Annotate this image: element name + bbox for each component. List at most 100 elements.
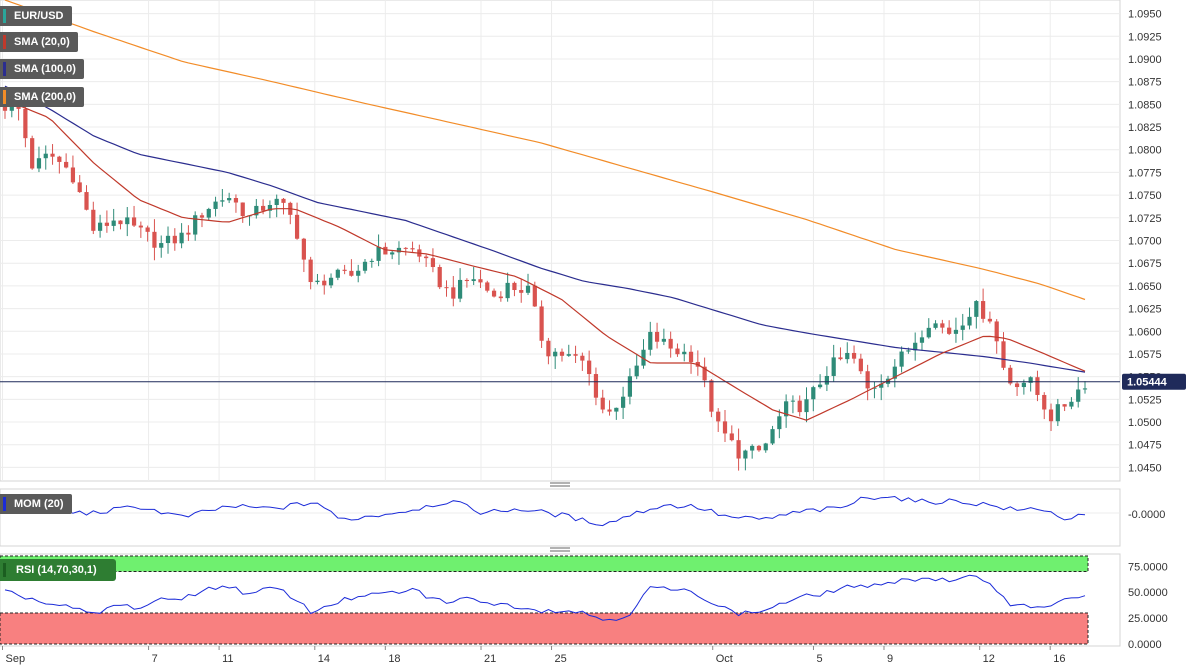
candle-body — [43, 153, 48, 159]
candle-body — [84, 192, 89, 210]
candle-body — [199, 215, 205, 218]
candle-body — [349, 270, 354, 276]
candle-body — [125, 217, 130, 225]
candle-body — [750, 445, 755, 451]
rsi-y-tick: 0.0000 — [1128, 639, 1162, 651]
price-y-tick: 1.0625 — [1128, 304, 1162, 316]
price-y-tick: 1.0875 — [1128, 77, 1162, 89]
panel-resize-handle[interactable] — [550, 482, 570, 487]
candle-body — [947, 327, 952, 334]
candle-body — [390, 252, 395, 255]
candle-body — [172, 235, 177, 244]
x-tick-label: 5 — [816, 653, 822, 665]
candle-body — [790, 400, 796, 402]
candle-body — [716, 411, 721, 422]
candle-body — [50, 153, 55, 157]
price-y-tick: 1.0500 — [1128, 417, 1162, 429]
price-y-tick: 1.0900 — [1128, 54, 1162, 66]
candle-body — [261, 205, 266, 211]
candle-body — [145, 227, 150, 232]
price-y-tick: 1.0925 — [1128, 31, 1162, 43]
panel-resize-handle-2[interactable] — [550, 547, 570, 552]
legend-rsi[interactable]: RSI (14,70,30,1) — [0, 559, 116, 581]
candle-body — [729, 433, 734, 441]
candle-body — [648, 331, 653, 350]
price-y-tick: 1.0800 — [1128, 145, 1162, 157]
candle-body — [342, 269, 347, 271]
candle-body — [23, 108, 28, 139]
legend-sma100[interactable]: SMA (100,0) — [0, 59, 84, 79]
candle-body — [682, 351, 687, 355]
price-y-axis: 1.0950 1.0925 1.0900 1.0875 1.0850 1.0825 1.08… — [1128, 9, 1162, 475]
candle-body — [410, 248, 415, 250]
legend-sma100-label: SMA (100,0) — [14, 63, 76, 75]
price-y-tick: 1.0775 — [1128, 167, 1162, 179]
candle-body — [512, 282, 517, 291]
candle-body — [532, 285, 537, 307]
legend-momentum[interactable]: MOM (20) — [0, 494, 72, 514]
candle-body — [831, 357, 836, 376]
x-tick-label: 9 — [887, 653, 893, 665]
price-y-tick: 1.0700 — [1128, 236, 1162, 248]
candle-body — [383, 246, 388, 255]
price-y-tick: 1.0450 — [1128, 462, 1162, 474]
candle-body — [987, 318, 993, 322]
candle-body — [274, 198, 279, 205]
last-price-value: 1.05444 — [1127, 377, 1168, 389]
candle-body — [233, 198, 239, 203]
candle-body — [97, 222, 103, 231]
candle-body — [926, 327, 931, 338]
price-y-tick: 1.0725 — [1128, 213, 1162, 225]
x-tick-label: 14 — [318, 653, 330, 665]
legend-momentum-label: MOM (20) — [14, 498, 64, 510]
x-tick-label: Oct — [716, 653, 733, 665]
candle-body — [77, 182, 82, 193]
x-tick-label: 12 — [983, 653, 995, 665]
time-x-axis: Sep 7 11 14 18 21 25 Oct 5 9 12 16 — [2, 646, 1065, 665]
candle-body — [485, 282, 490, 291]
candle-body — [858, 358, 863, 372]
legend-instrument[interactable]: EUR/USD — [0, 6, 72, 26]
candle-body — [362, 261, 368, 271]
candle-body — [817, 384, 823, 388]
candle-body — [777, 416, 782, 430]
candle-body — [322, 280, 327, 286]
candle-body — [403, 247, 408, 249]
candle-body — [763, 443, 768, 451]
legend-sma20[interactable]: SMA (20,0) — [0, 32, 78, 52]
candle-body — [64, 161, 69, 168]
price-y-tick: 1.0950 — [1128, 9, 1162, 21]
price-y-tick: 1.0525 — [1128, 394, 1162, 406]
candle-body — [919, 337, 925, 343]
price-y-tick: 1.0575 — [1128, 349, 1162, 361]
candle-body — [770, 429, 775, 444]
candle-body — [573, 354, 578, 356]
candle-body — [967, 316, 972, 326]
candle-body — [1014, 383, 1020, 388]
candle-body — [1069, 401, 1074, 407]
sma200-line — [4, 0, 1086, 301]
candle-body — [186, 232, 191, 235]
momentum-y-tick: -0.0000 — [1128, 509, 1165, 521]
x-tick-label: 11 — [222, 653, 233, 665]
candle-body — [607, 409, 612, 412]
candle-body — [614, 407, 619, 412]
candle-body — [661, 338, 666, 342]
candle-body — [240, 202, 245, 217]
candle-body — [627, 376, 633, 397]
candle-body — [933, 323, 938, 328]
candle-body — [159, 243, 164, 248]
candle-body — [709, 380, 714, 412]
candle-body — [294, 214, 300, 239]
candle-body — [587, 360, 592, 375]
legend-rsi-label: RSI (14,70,30,1) — [16, 564, 97, 576]
candle-body — [1035, 377, 1040, 395]
candle-body — [396, 247, 402, 253]
candle-body — [736, 440, 741, 459]
candle-body — [505, 282, 510, 299]
legend-sma200[interactable]: SMA (200,0) — [0, 87, 84, 107]
candle-body — [91, 209, 96, 231]
x-tick-label: 7 — [152, 653, 158, 665]
rsi-y-axis: 75.0000 50.0000 25.0000 0.0000 — [1128, 561, 1168, 651]
